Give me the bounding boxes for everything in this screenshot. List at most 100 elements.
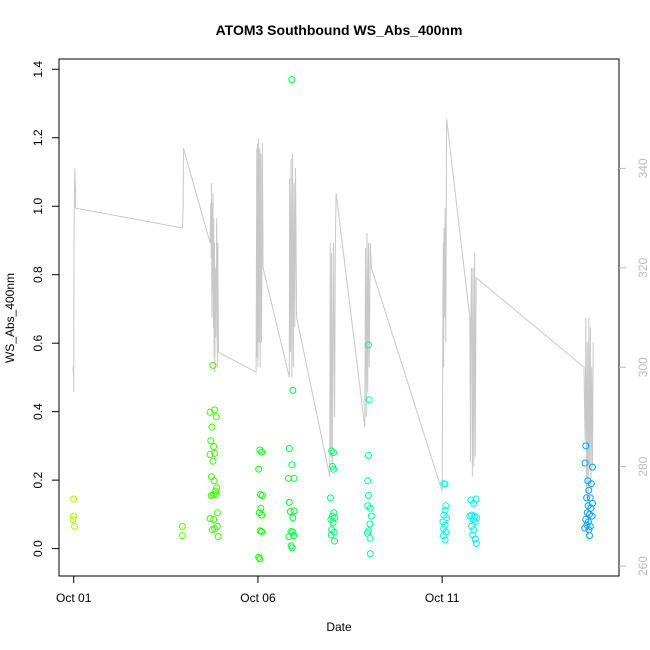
data-point (365, 492, 372, 499)
data-point (207, 437, 215, 445)
data-point (331, 537, 339, 545)
data-point (584, 518, 592, 526)
data-point (70, 512, 78, 520)
data-point (365, 341, 372, 349)
x-tick-label: Oct 06 (240, 591, 276, 605)
data-point (209, 491, 217, 498)
y-axis-label: WS_Abs_400nm (3, 273, 17, 363)
y-tick-label: 0.4 (31, 403, 45, 420)
data-point (255, 509, 263, 517)
data-point (285, 498, 293, 506)
data-point (581, 459, 589, 467)
data-point (70, 495, 78, 503)
data-point (589, 463, 596, 471)
data-point (213, 484, 221, 492)
data-point (289, 386, 297, 394)
data-point (581, 524, 589, 532)
data-point (441, 506, 449, 514)
data-point (210, 443, 218, 451)
data-point (288, 461, 296, 469)
data-point (587, 504, 595, 512)
y2-tick-label: 340 (636, 158, 650, 178)
data-point (327, 494, 334, 502)
data-point (365, 452, 372, 459)
y2-tick-label: 260 (636, 556, 650, 576)
data-point (583, 494, 591, 502)
data-point (365, 396, 373, 404)
data-point (290, 507, 298, 515)
data-point (471, 535, 479, 543)
y-tick-label: 1.0 (31, 198, 45, 215)
data-point (327, 531, 335, 539)
data-point (289, 528, 297, 536)
y-tick-label: 1.2 (31, 129, 45, 146)
data-point (443, 514, 451, 522)
data-point (367, 512, 375, 520)
data-point (469, 516, 477, 523)
data-point (470, 499, 477, 507)
data-point (330, 449, 337, 457)
data-point (211, 525, 219, 533)
data-point (586, 532, 593, 540)
data-point (212, 491, 220, 499)
data-point (210, 477, 218, 485)
data-point (258, 448, 266, 456)
data-point (364, 477, 372, 485)
data-point (71, 522, 78, 530)
data-point (439, 532, 447, 540)
data-point (582, 442, 590, 450)
data-point (472, 540, 480, 547)
data-point (256, 555, 264, 563)
data-point (210, 516, 218, 523)
data-point (208, 423, 216, 431)
data-point (470, 526, 478, 534)
data-point (211, 449, 219, 457)
series-line-right-axis (72, 118, 594, 542)
data-point (290, 474, 298, 482)
chart-title: ATOM3 Southbound WS_Abs_400nm (216, 22, 463, 38)
data-point (256, 446, 264, 454)
y-tick-label: 1.4 (31, 61, 45, 78)
data-point (330, 465, 337, 473)
data-point (329, 519, 337, 527)
data-point (255, 553, 263, 561)
plot-layer (69, 76, 596, 563)
data-point (366, 534, 374, 542)
data-point (328, 447, 336, 455)
data-point (441, 480, 449, 488)
data-point (257, 504, 265, 512)
x-tick-label: Oct 01 (56, 591, 92, 605)
data-point (442, 502, 450, 510)
data-point (212, 413, 220, 421)
data-point (289, 514, 297, 522)
data-point (213, 509, 221, 517)
data-point (583, 509, 591, 517)
y2-tick-label: 300 (636, 357, 650, 377)
data-point (285, 445, 293, 453)
data-point (331, 514, 339, 522)
data-point (471, 518, 479, 526)
data-point (587, 480, 595, 488)
data-point (290, 532, 298, 540)
data-point (211, 406, 218, 414)
data-point (214, 533, 222, 541)
y2-tick-label: 280 (636, 456, 650, 476)
y-tick-label: 0.8 (31, 266, 45, 283)
data-point (258, 528, 266, 535)
data-point (178, 532, 186, 540)
data-point (209, 361, 217, 369)
y-tick-label: 0.6 (31, 335, 45, 352)
data-point (588, 512, 596, 520)
y-tick-label: 0.0 (31, 540, 45, 557)
data-point (209, 457, 217, 465)
x-axis-label: Date (326, 620, 352, 634)
data-point (206, 451, 214, 458)
data-point (258, 511, 266, 519)
data-point (288, 76, 296, 83)
plot-frame (58, 58, 620, 577)
data-point (366, 520, 374, 528)
data-point (441, 536, 449, 544)
y2-tick-label: 320 (636, 257, 650, 277)
